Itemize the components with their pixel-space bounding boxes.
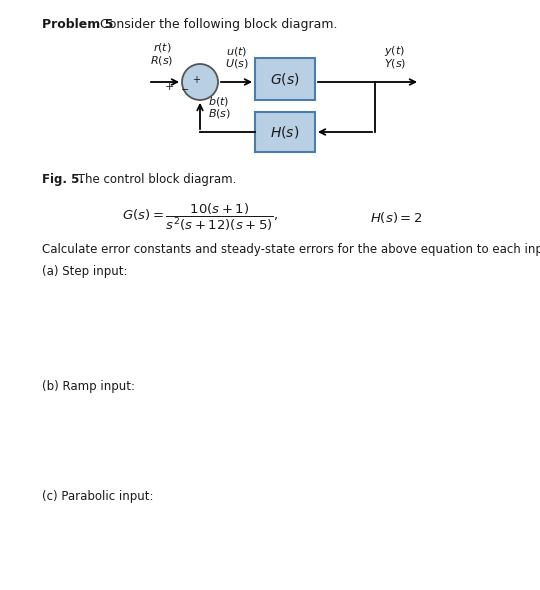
Text: The control block diagram.: The control block diagram. xyxy=(74,173,237,186)
Text: $b(t)$: $b(t)$ xyxy=(208,94,229,107)
Text: +: + xyxy=(192,75,200,85)
Text: (b) Ramp input:: (b) Ramp input: xyxy=(42,380,135,393)
Text: Problem 5: Problem 5 xyxy=(42,18,113,31)
Text: (a) Step input:: (a) Step input: xyxy=(42,265,127,278)
Text: $B(s)$: $B(s)$ xyxy=(208,107,231,120)
Text: $G(s)$: $G(s)$ xyxy=(270,71,300,87)
Text: . Consider the following block diagram.: . Consider the following block diagram. xyxy=(92,18,338,31)
Text: $Y(s)$: $Y(s)$ xyxy=(384,57,406,70)
Text: $y(t)$: $y(t)$ xyxy=(384,44,406,58)
Text: $+$: $+$ xyxy=(164,81,174,93)
Text: $H(s) = 2$: $H(s) = 2$ xyxy=(370,210,423,225)
Text: $U(s)$: $U(s)$ xyxy=(225,57,248,70)
Text: Fig. 5.: Fig. 5. xyxy=(42,173,84,186)
Text: $u(t)$: $u(t)$ xyxy=(226,45,247,58)
Text: $R(s)$: $R(s)$ xyxy=(150,54,174,67)
Text: −: − xyxy=(181,85,189,95)
Text: $G(s) = \dfrac{10(s + 1)}{s^2(s + 12)(s + 5)},$: $G(s) = \dfrac{10(s + 1)}{s^2(s + 12)(s … xyxy=(122,202,278,233)
Text: (c) Parabolic input:: (c) Parabolic input: xyxy=(42,490,153,503)
Text: $H(s)$: $H(s)$ xyxy=(271,124,300,140)
Bar xyxy=(255,58,315,100)
Circle shape xyxy=(182,64,218,100)
Text: Calculate error constants and steady-state errors for the above equation to each: Calculate error constants and steady-sta… xyxy=(42,243,540,256)
Bar xyxy=(255,112,315,152)
Text: $r(t)$: $r(t)$ xyxy=(153,41,171,54)
